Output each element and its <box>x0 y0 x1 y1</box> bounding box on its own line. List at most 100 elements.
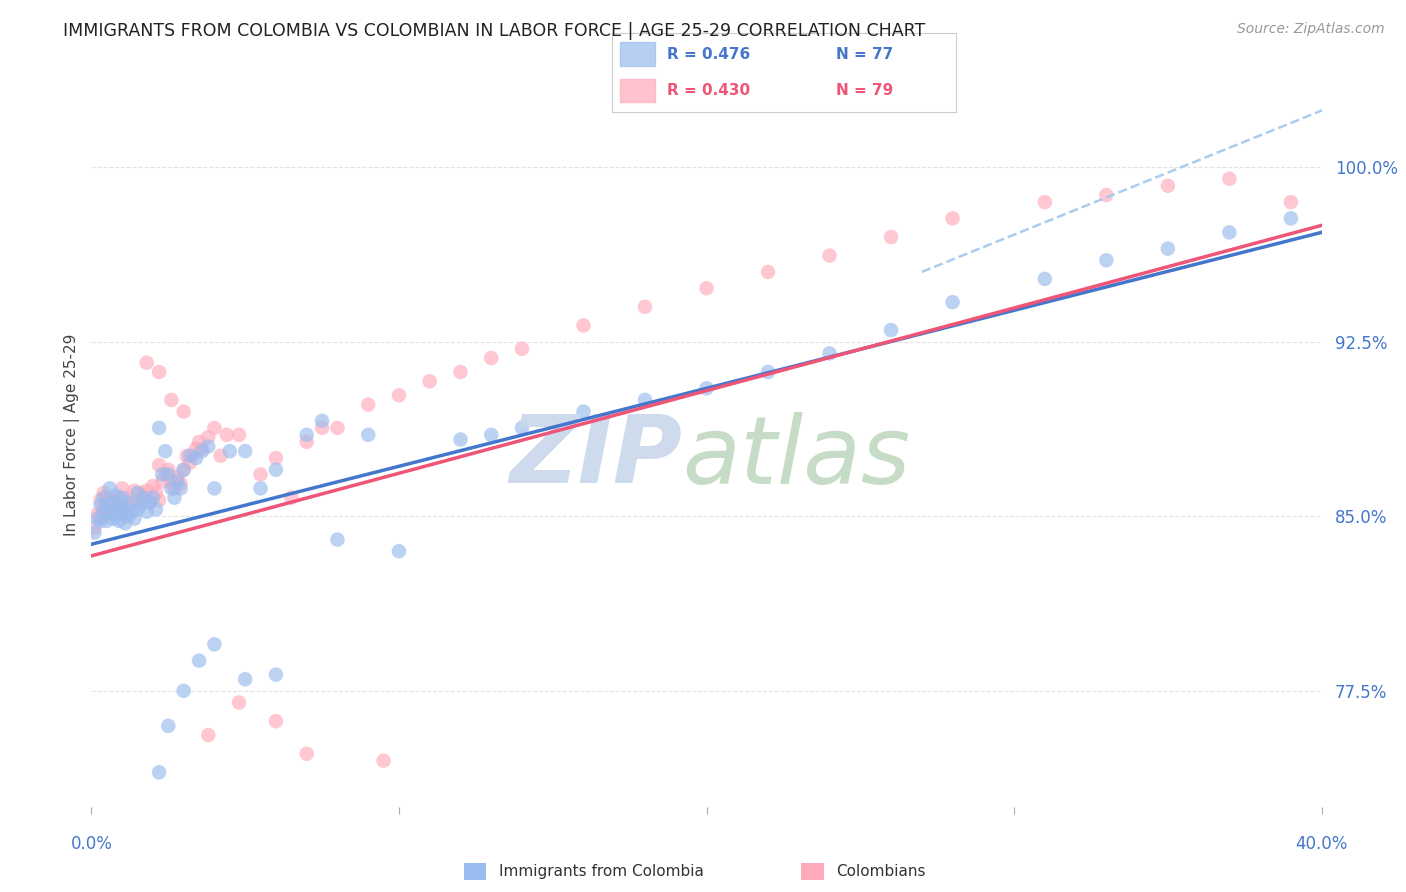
Point <box>1279 211 1302 226</box>
Point <box>311 414 333 428</box>
Point <box>173 684 195 698</box>
Point <box>105 507 127 521</box>
Point <box>209 449 232 463</box>
Point <box>96 498 118 512</box>
Text: Immigrants from Colombia: Immigrants from Colombia <box>499 864 704 879</box>
Point <box>114 516 136 531</box>
Point <box>169 482 191 496</box>
Point <box>510 421 533 435</box>
Point <box>1218 171 1240 186</box>
Point <box>173 463 195 477</box>
Text: R = 0.430: R = 0.430 <box>666 83 749 98</box>
Text: Colombians: Colombians <box>837 864 927 879</box>
Point <box>148 493 170 508</box>
Point <box>105 488 127 502</box>
Point <box>218 444 240 458</box>
Point <box>942 295 965 310</box>
Point <box>357 427 380 442</box>
Point <box>101 493 124 508</box>
Point <box>150 467 173 482</box>
Point <box>249 482 271 496</box>
Point <box>111 507 134 521</box>
Point <box>1033 272 1056 286</box>
Point <box>93 505 115 519</box>
Point <box>135 483 157 498</box>
Point <box>160 475 183 489</box>
Point <box>419 374 441 388</box>
Point <box>264 667 287 681</box>
Point <box>96 514 118 528</box>
Point <box>295 747 318 761</box>
Point <box>163 491 186 505</box>
Point <box>280 491 302 505</box>
Point <box>132 491 155 505</box>
Point <box>157 467 180 482</box>
Point <box>139 495 162 509</box>
Point <box>264 463 287 477</box>
Point <box>90 498 112 512</box>
Point <box>117 509 139 524</box>
Point <box>90 493 112 508</box>
Point <box>98 500 121 514</box>
Point <box>264 714 287 728</box>
Point <box>197 430 219 444</box>
Point <box>179 449 201 463</box>
Point <box>880 230 903 244</box>
Point <box>129 498 152 512</box>
Point <box>228 696 250 710</box>
Point <box>83 525 105 540</box>
Point <box>388 544 411 558</box>
Point <box>120 498 142 512</box>
Point <box>184 442 207 456</box>
Point <box>388 388 411 402</box>
Point <box>634 300 657 314</box>
Point <box>90 514 112 528</box>
Point <box>295 434 318 449</box>
Text: Source: ZipAtlas.com: Source: ZipAtlas.com <box>1237 22 1385 37</box>
Point <box>111 500 134 514</box>
Point <box>1279 195 1302 210</box>
Point <box>163 482 186 496</box>
Point <box>696 381 718 395</box>
Point <box>1033 195 1056 210</box>
Point <box>96 507 118 521</box>
Text: atlas: atlas <box>682 412 910 503</box>
Point <box>142 479 165 493</box>
Point <box>153 467 177 482</box>
Y-axis label: In Labor Force | Age 25-29: In Labor Force | Age 25-29 <box>65 334 80 536</box>
Point <box>1095 253 1118 268</box>
Point <box>157 719 180 733</box>
Point <box>86 511 108 525</box>
Point <box>98 505 121 519</box>
Point <box>173 404 195 418</box>
Point <box>357 398 380 412</box>
Point <box>233 672 256 686</box>
Point <box>179 456 201 470</box>
Point <box>160 482 183 496</box>
Text: 0.0%: 0.0% <box>70 835 112 853</box>
Point <box>197 728 219 742</box>
Point <box>98 482 121 496</box>
Point <box>96 491 118 505</box>
Point <box>148 458 170 472</box>
Point <box>111 491 134 505</box>
Text: N = 79: N = 79 <box>835 83 893 98</box>
Point <box>479 427 502 442</box>
Point <box>114 502 136 516</box>
Point <box>145 486 167 500</box>
Point <box>295 427 318 442</box>
Point <box>93 491 115 505</box>
Point <box>157 463 180 477</box>
Point <box>176 449 198 463</box>
Point <box>572 404 595 418</box>
Point <box>188 434 211 449</box>
Point <box>449 433 471 447</box>
Point <box>148 365 170 379</box>
Text: IMMIGRANTS FROM COLOMBIA VS COLOMBIAN IN LABOR FORCE | AGE 25-29 CORRELATION CHA: IMMIGRANTS FROM COLOMBIA VS COLOMBIAN IN… <box>63 22 925 40</box>
Point <box>139 495 162 509</box>
Point <box>169 476 191 491</box>
Point <box>634 392 657 407</box>
Point <box>101 495 124 509</box>
Point <box>111 482 134 496</box>
Point <box>132 491 155 505</box>
